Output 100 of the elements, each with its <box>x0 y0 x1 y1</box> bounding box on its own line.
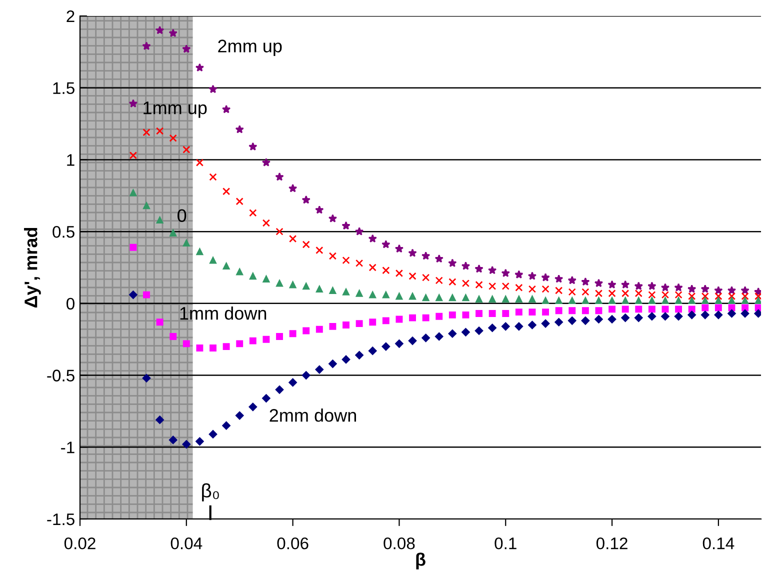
series-label: 1mm up <box>144 102 207 118</box>
point <box>248 142 258 151</box>
point <box>568 276 576 284</box>
point <box>608 297 616 304</box>
y-tick-label: 0 <box>66 298 74 310</box>
point <box>236 198 244 206</box>
point <box>502 310 510 317</box>
point <box>554 318 563 326</box>
point <box>608 290 616 298</box>
point <box>235 125 244 134</box>
point <box>276 228 284 236</box>
point <box>288 184 298 192</box>
point <box>408 336 417 345</box>
point <box>182 240 190 247</box>
point <box>742 304 749 312</box>
y-tick-label: 1 <box>67 154 74 166</box>
point <box>262 336 270 343</box>
x-tick-label: 0.08 <box>384 537 415 550</box>
point <box>662 306 669 313</box>
point <box>395 269 404 278</box>
point <box>582 288 590 296</box>
point <box>648 290 656 299</box>
point <box>474 264 484 273</box>
x-axis-title: β <box>416 552 426 570</box>
point <box>515 308 522 316</box>
point <box>396 316 403 323</box>
point <box>356 290 363 297</box>
point <box>436 312 443 320</box>
point <box>568 307 576 314</box>
point <box>475 280 483 289</box>
point <box>328 252 337 260</box>
point <box>608 280 616 289</box>
point <box>648 297 656 304</box>
point <box>368 234 377 243</box>
point <box>528 272 537 280</box>
point <box>342 288 350 296</box>
point <box>409 292 416 300</box>
point <box>342 256 350 264</box>
point <box>421 251 430 260</box>
point <box>262 394 270 402</box>
x-tick-label: 0.1 <box>494 537 516 550</box>
point <box>168 436 178 444</box>
point <box>196 158 204 166</box>
point <box>688 310 696 320</box>
point <box>315 365 324 374</box>
point <box>621 280 630 289</box>
point <box>700 284 710 293</box>
point <box>435 276 443 284</box>
series-label: 0 <box>178 209 186 222</box>
y-tick-label: 1.5 <box>53 82 74 94</box>
point <box>634 290 642 298</box>
point <box>196 344 204 352</box>
point <box>555 297 562 304</box>
point <box>409 314 416 322</box>
point <box>434 254 444 263</box>
point <box>369 318 376 326</box>
point <box>702 297 709 304</box>
point <box>168 28 178 38</box>
point <box>568 316 576 325</box>
point <box>195 63 204 72</box>
point <box>714 292 722 300</box>
point <box>622 290 630 298</box>
point <box>674 312 683 320</box>
y-tick-label: -0.5 <box>47 370 74 382</box>
y-tick-label: -1.5 <box>47 514 74 526</box>
point <box>595 297 602 304</box>
x-tick-label: 0.04 <box>170 537 202 550</box>
point <box>514 322 524 331</box>
point <box>249 337 256 344</box>
y-axis-title: Δy', mrad <box>24 228 41 308</box>
x-tick-label: 0.02 <box>64 537 96 550</box>
point <box>142 374 151 382</box>
point <box>714 286 723 294</box>
point <box>502 282 510 290</box>
point <box>302 282 310 290</box>
point <box>488 310 496 317</box>
point <box>701 310 710 320</box>
x-tick-label: 0.14 <box>702 537 734 550</box>
point <box>315 206 324 214</box>
point <box>594 290 603 298</box>
point <box>155 26 164 34</box>
point <box>182 44 191 53</box>
point <box>608 315 616 324</box>
point <box>488 324 496 332</box>
point <box>714 310 723 320</box>
point <box>488 296 496 303</box>
point <box>674 283 683 292</box>
point <box>740 286 750 294</box>
point <box>355 351 364 360</box>
point <box>156 127 164 135</box>
point <box>328 214 338 222</box>
point <box>302 371 310 380</box>
point <box>661 312 670 320</box>
point <box>342 322 350 328</box>
point <box>394 244 404 253</box>
point <box>581 316 590 325</box>
point <box>488 282 496 290</box>
point <box>156 416 164 424</box>
point <box>741 292 749 300</box>
point <box>408 272 416 280</box>
